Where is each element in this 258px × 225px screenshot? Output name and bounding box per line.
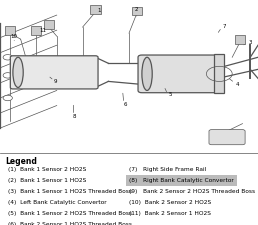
Bar (235, 35, 245, 44)
FancyBboxPatch shape (209, 130, 245, 145)
Text: 2: 2 (135, 7, 139, 11)
Text: (4)  Left Bank Catalytic Convertor: (4) Left Bank Catalytic Convertor (8, 200, 106, 205)
Circle shape (3, 73, 12, 78)
Text: (11)  Bank 2 Sensor 1 HO2S: (11) Bank 2 Sensor 1 HO2S (129, 211, 211, 216)
Text: 8: 8 (73, 114, 77, 119)
Text: 6: 6 (123, 101, 127, 106)
Text: (2)  Bank 1 Sensor 1 HO2S: (2) Bank 1 Sensor 1 HO2S (8, 178, 86, 183)
Text: (7)   Right Side Frame Rail: (7) Right Side Frame Rail (129, 167, 206, 172)
Text: (6)  Bank 2 Sensor 1 HO2S Threaded Boss: (6) Bank 2 Sensor 1 HO2S Threaded Boss (8, 222, 132, 225)
Text: 5: 5 (168, 92, 172, 97)
Text: (5)  Bank 1 Sensor 2 HO2S Threaded Boss: (5) Bank 1 Sensor 2 HO2S Threaded Boss (8, 211, 132, 216)
Text: 1: 1 (98, 8, 101, 13)
Text: 9: 9 (54, 79, 57, 84)
Text: (3)  Bank 1 Sensor 1 HO2S Threaded Boss: (3) Bank 1 Sensor 1 HO2S Threaded Boss (8, 189, 132, 194)
Text: 3: 3 (248, 40, 252, 45)
Text: 7: 7 (223, 24, 226, 29)
Text: (9)   Bank 2 Sensor 2 HO2S Threaded Boss: (9) Bank 2 Sensor 2 HO2S Threaded Boss (129, 189, 255, 194)
Text: (1)  Bank 1 Sensor 2 HO2S: (1) Bank 1 Sensor 2 HO2S (8, 167, 86, 172)
Bar (5, 26, 15, 35)
Ellipse shape (142, 57, 152, 90)
Text: (10)  Bank 2 Sensor 2 HO2S: (10) Bank 2 Sensor 2 HO2S (129, 200, 211, 205)
FancyBboxPatch shape (10, 56, 98, 89)
Circle shape (3, 55, 12, 60)
Bar (214, 54, 224, 93)
Text: Legend: Legend (5, 157, 37, 166)
Text: 4: 4 (236, 82, 239, 87)
FancyBboxPatch shape (138, 55, 218, 93)
Bar (90, 5, 101, 14)
Text: (8)   Right Bank Catalytic Convertor: (8) Right Bank Catalytic Convertor (129, 178, 234, 183)
Text: 11: 11 (39, 28, 46, 33)
Bar (132, 7, 142, 15)
Circle shape (3, 95, 12, 101)
Bar (44, 20, 54, 29)
Ellipse shape (13, 57, 23, 88)
Bar (31, 26, 41, 35)
Text: 10: 10 (11, 34, 18, 39)
